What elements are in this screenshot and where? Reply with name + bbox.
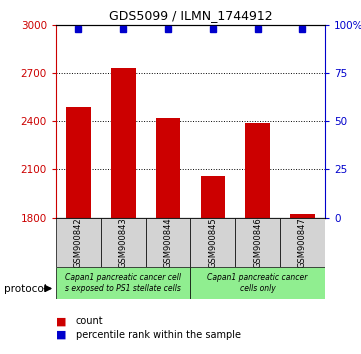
Text: GSM900843: GSM900843	[119, 217, 128, 268]
Bar	[200, 176, 225, 218]
Bar	[191, 218, 235, 267]
Bar	[111, 68, 135, 218]
Text: percentile rank within the sample: percentile rank within the sample	[76, 330, 241, 339]
Text: count: count	[76, 316, 104, 326]
Text: protocol: protocol	[4, 284, 46, 293]
Bar	[101, 218, 145, 267]
Bar	[56, 218, 101, 267]
Text: ■: ■	[56, 330, 66, 339]
Text: GSM900845: GSM900845	[208, 217, 217, 268]
Text: Capan1 pancreatic cancer cell
s exposed to PS1 stellate cells: Capan1 pancreatic cancer cell s exposed …	[65, 273, 181, 293]
Bar	[191, 267, 325, 299]
Title: GDS5099 / ILMN_1744912: GDS5099 / ILMN_1744912	[109, 9, 272, 22]
Text: ■: ■	[56, 316, 66, 326]
Bar	[156, 118, 180, 218]
Bar	[245, 123, 270, 218]
Bar	[56, 267, 191, 299]
Text: GSM900846: GSM900846	[253, 217, 262, 268]
Bar	[235, 218, 280, 267]
Text: GSM900847: GSM900847	[298, 217, 307, 268]
Text: GSM900842: GSM900842	[74, 217, 83, 268]
Bar	[280, 218, 325, 267]
Bar	[290, 215, 315, 218]
Text: GSM900844: GSM900844	[164, 217, 173, 268]
Bar	[145, 218, 191, 267]
Text: Capan1 pancreatic cancer
cells only: Capan1 pancreatic cancer cells only	[208, 273, 308, 293]
Bar	[66, 107, 91, 218]
